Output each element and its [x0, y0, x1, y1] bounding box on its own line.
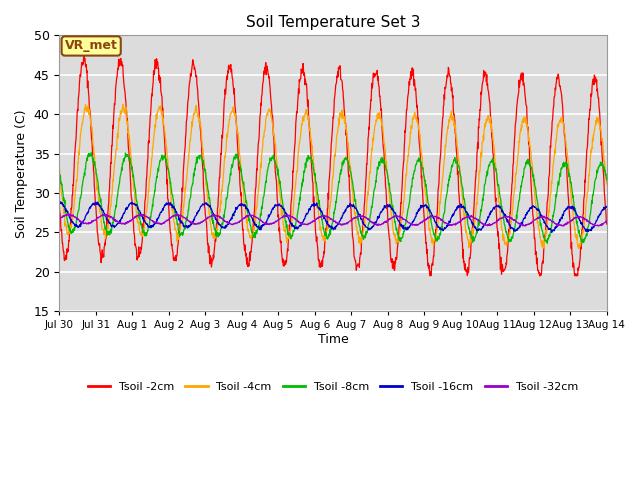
Tsoil -8cm: [88, 150, 95, 156]
Tsoil -32cm: [490, 220, 497, 226]
Tsoil -4cm: [538, 238, 546, 243]
Tsoil -16cm: [56, 199, 64, 204]
Line: Tsoil -32cm: Tsoil -32cm: [60, 214, 607, 226]
Tsoil -8cm: [239, 178, 246, 184]
Tsoil -8cm: [490, 163, 497, 169]
Tsoil -2cm: [538, 260, 546, 265]
Tsoil -8cm: [538, 227, 546, 232]
Tsoil -4cm: [419, 155, 426, 160]
Tsoil -16cm: [603, 204, 611, 209]
Tsoil -2cm: [426, 273, 434, 279]
Title: Soil Temperature Set 3: Soil Temperature Set 3: [246, 15, 420, 30]
Tsoil -2cm: [80, 53, 88, 59]
Tsoil -2cm: [164, 196, 172, 202]
Tsoil -32cm: [419, 220, 426, 226]
Tsoil -16cm: [56, 200, 63, 205]
Tsoil -2cm: [490, 168, 498, 174]
Tsoil -2cm: [56, 201, 63, 206]
Tsoil -16cm: [548, 229, 556, 235]
Line: Tsoil -16cm: Tsoil -16cm: [60, 202, 607, 232]
Tsoil -4cm: [177, 220, 185, 226]
Tsoil -4cm: [164, 163, 172, 169]
Tsoil -8cm: [543, 240, 551, 246]
Tsoil -32cm: [603, 219, 611, 225]
Tsoil -8cm: [56, 170, 63, 176]
Tsoil -4cm: [239, 183, 246, 189]
Tsoil -4cm: [56, 165, 63, 171]
Tsoil -32cm: [538, 214, 546, 219]
Tsoil -4cm: [575, 245, 582, 251]
Tsoil -8cm: [603, 177, 611, 183]
Tsoil -4cm: [490, 142, 497, 148]
Tsoil -8cm: [164, 166, 172, 172]
Tsoil -4cm: [119, 101, 127, 107]
Tsoil -16cm: [239, 203, 246, 208]
Tsoil -32cm: [177, 213, 185, 219]
Tsoil -2cm: [603, 221, 611, 227]
Line: Tsoil -4cm: Tsoil -4cm: [60, 104, 607, 248]
Y-axis label: Soil Temperature (C): Soil Temperature (C): [15, 109, 28, 238]
Tsoil -8cm: [419, 165, 426, 171]
Line: Tsoil -2cm: Tsoil -2cm: [60, 56, 607, 276]
Text: VR_met: VR_met: [65, 39, 118, 52]
Tsoil -8cm: [177, 231, 185, 237]
Tsoil -16cm: [177, 219, 185, 225]
Legend: Tsoil -2cm, Tsoil -4cm, Tsoil -8cm, Tsoil -16cm, Tsoil -32cm: Tsoil -2cm, Tsoil -4cm, Tsoil -8cm, Tsoi…: [83, 377, 582, 396]
Tsoil -2cm: [419, 184, 426, 190]
Line: Tsoil -8cm: Tsoil -8cm: [60, 153, 607, 243]
Tsoil -32cm: [559, 223, 567, 229]
Tsoil -32cm: [64, 211, 72, 217]
Tsoil -2cm: [239, 227, 246, 233]
X-axis label: Time: Time: [317, 333, 348, 346]
Tsoil -32cm: [239, 216, 246, 221]
Tsoil -16cm: [164, 201, 172, 206]
Tsoil -32cm: [164, 217, 172, 223]
Tsoil -2cm: [177, 202, 185, 207]
Tsoil -16cm: [538, 213, 546, 218]
Tsoil -4cm: [603, 181, 611, 187]
Tsoil -32cm: [56, 216, 63, 222]
Tsoil -16cm: [490, 204, 497, 210]
Tsoil -16cm: [419, 204, 426, 209]
